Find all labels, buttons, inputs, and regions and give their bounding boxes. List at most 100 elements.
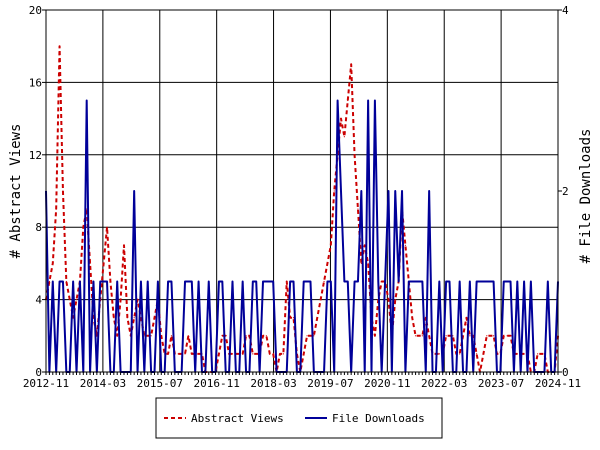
- abstract-views-point: [75, 299, 78, 301]
- file-downloads-point: [106, 280, 108, 283]
- file-downloads-point: [79, 280, 81, 283]
- abstract-views-point: [218, 353, 220, 355]
- file-downloads-point: [482, 280, 484, 283]
- abstract-views-point: [316, 317, 318, 319]
- abstract-views-point: [313, 335, 315, 337]
- file-downloads-point: [401, 190, 403, 192]
- abstract-views-point: [320, 299, 322, 301]
- abstract-views-point: [126, 317, 128, 319]
- file-downloads-point: [255, 280, 257, 283]
- abstract-views-point: [506, 335, 508, 337]
- abstract-views-point: [109, 280, 112, 283]
- file-downloads-point: [306, 280, 308, 283]
- file-downloads-point: [337, 99, 339, 102]
- file-downloads-point: [52, 280, 54, 283]
- abstract-views-point: [167, 353, 169, 355]
- abstract-views-point: [476, 353, 478, 355]
- x-tick-label: 2024-11: [535, 377, 581, 390]
- file-downloads-point: [157, 280, 159, 283]
- abstract-views-point: [245, 335, 247, 337]
- file-downloads-point: [218, 280, 220, 283]
- abstract-views-point: [462, 335, 464, 337]
- abstract-views-point: [191, 353, 193, 355]
- abstract-views-point: [333, 190, 335, 192]
- abstract-views-point: [255, 353, 257, 355]
- abstract-views-point: [136, 299, 139, 301]
- legend: Abstract Views File Downloads: [155, 397, 443, 439]
- abstract-views-point: [177, 353, 179, 355]
- y-tick-label: 16: [29, 76, 42, 89]
- file-downloads-point: [523, 280, 525, 283]
- file-downloads-point: [347, 280, 349, 283]
- file-downloads-point: [309, 280, 312, 283]
- file-downloads-point: [133, 190, 135, 192]
- y2-tick-label: 2: [562, 185, 569, 198]
- file-downloads-point: [509, 280, 512, 283]
- abstract-views-point: [120, 299, 122, 301]
- abstract-views-point: [187, 335, 190, 337]
- abstract-views-point: [445, 335, 447, 337]
- file-downloads-point: [418, 280, 420, 283]
- abstract-views-point: [452, 335, 454, 337]
- abstract-views-point: [265, 335, 267, 337]
- file-downloads-point: [530, 280, 532, 283]
- abstract-views-point: [96, 335, 98, 337]
- abstract-views-point: [184, 353, 186, 355]
- y2-tick-label: 4: [562, 4, 569, 17]
- abstract-views-point: [147, 335, 149, 337]
- file-downloads-point: [411, 280, 413, 283]
- file-downloads-point: [208, 280, 210, 283]
- file-downloads-point: [438, 280, 440, 283]
- abstract-views-point: [394, 299, 396, 301]
- file-downloads-point: [398, 280, 400, 283]
- file-downloads-point: [269, 280, 271, 283]
- abstract-views-point: [459, 353, 461, 355]
- abstract-views-point: [231, 353, 234, 355]
- file-downloads-point: [272, 280, 274, 283]
- file-downloads-point: [184, 280, 186, 283]
- file-downloads-point: [242, 280, 244, 283]
- abstract-views-point: [503, 335, 505, 337]
- file-downloads-point: [292, 280, 295, 283]
- x-tick-label: 2015-07: [137, 377, 183, 390]
- file-downloads-point: [58, 280, 61, 283]
- y2-tick-label: 0: [562, 366, 569, 379]
- abstract-views-point: [286, 280, 288, 283]
- file-downloads-point: [252, 280, 254, 283]
- abstract-views-point: [150, 335, 152, 337]
- abstract-views-point: [472, 335, 474, 337]
- abstract-views-point: [438, 353, 440, 355]
- abstract-views-point: [279, 353, 281, 355]
- file-downloads-point: [503, 280, 505, 283]
- file-downloads-point: [343, 280, 345, 283]
- abstract-views-point: [411, 317, 413, 319]
- abstract-views-point: [537, 353, 539, 355]
- abstract-views-point: [306, 335, 308, 337]
- abstract-views-point: [116, 335, 118, 337]
- file-downloads-point: [492, 280, 495, 283]
- file-downloads-point: [469, 280, 471, 283]
- abstract-views-point: [448, 335, 451, 337]
- file-downloads-point: [421, 280, 423, 283]
- abstract-views-point: [347, 99, 349, 102]
- abstract-views-point: [509, 335, 512, 337]
- abstract-views-point: [72, 317, 74, 319]
- abstract-views-point: [221, 335, 223, 337]
- abstract-views-point: [242, 353, 244, 355]
- abstract-views-point: [197, 353, 200, 355]
- abstract-views-point: [381, 280, 383, 283]
- x-tick-label: 2016-11: [193, 377, 239, 390]
- file-downloads-point: [147, 280, 149, 283]
- abstract-views-point: [343, 136, 345, 138]
- abstract-views-point: [323, 280, 325, 283]
- file-downloads-point: [479, 280, 481, 283]
- legend-box: [155, 397, 443, 439]
- abstract-views-point: [89, 262, 91, 264]
- abstract-views-point: [465, 317, 468, 319]
- file-downloads-point: [62, 280, 64, 283]
- abstract-views-point: [350, 63, 352, 65]
- abstract-views-point: [357, 208, 359, 210]
- abstract-views-point: [269, 353, 271, 355]
- abstract-views-point: [58, 45, 61, 47]
- y-tick-label: 12: [29, 149, 42, 162]
